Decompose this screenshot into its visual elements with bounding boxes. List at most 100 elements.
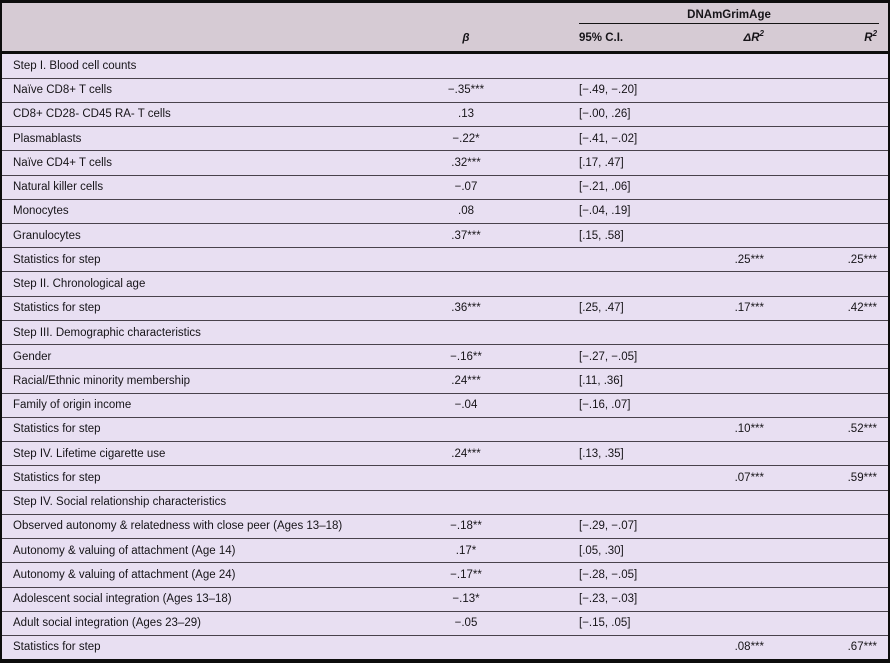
r2-value bbox=[772, 368, 889, 394]
ci-value: [−.00, .26] bbox=[532, 101, 682, 127]
ci-value: [−.29, −.07] bbox=[532, 513, 682, 539]
beta-value: .24*** bbox=[400, 441, 532, 466]
table-row: Adolescent social integration (Ages 13–1… bbox=[2, 586, 889, 612]
r2-value: .59*** bbox=[772, 465, 889, 491]
delta-r2-value bbox=[682, 174, 772, 200]
beta-value: −.04 bbox=[400, 392, 532, 418]
ci-column-header-cell: 95% C.I. bbox=[532, 26, 682, 54]
delta-r2-value bbox=[682, 52, 772, 79]
table-row: CD8+ CD28- CD45 RA- T cells .13 [−.00, .… bbox=[2, 101, 889, 127]
spanner-cell: DNAmGrimAge bbox=[532, 3, 889, 26]
ci-value bbox=[532, 634, 682, 659]
r2-value bbox=[772, 271, 889, 297]
r2-value bbox=[772, 562, 889, 588]
table-body: Step I. Blood cell counts Naïve CD8+ T c… bbox=[2, 52, 889, 659]
spanner-heading: DNAmGrimAge bbox=[579, 5, 880, 24]
beta-value: .24*** bbox=[400, 368, 532, 394]
ci-column-header: 95% C.I. bbox=[579, 32, 624, 45]
section-header-row: Step IV. Lifetime cigarette use .24*** [… bbox=[2, 441, 889, 466]
ci-value: [−.23, −.03] bbox=[532, 586, 682, 612]
row-label: Statistics for step bbox=[2, 634, 400, 659]
delta-r2-value bbox=[682, 441, 772, 466]
r2-value bbox=[772, 222, 889, 248]
beta-value: .37*** bbox=[400, 222, 532, 248]
delta-r2-value: .17*** bbox=[682, 295, 772, 321]
delta-r2-value bbox=[682, 538, 772, 563]
table-row: Observed autonomy & relatedness with clo… bbox=[2, 513, 889, 539]
spanner-spacer-cell bbox=[400, 3, 532, 26]
row-label: Step II. Chronological age bbox=[2, 271, 400, 297]
ci-value: [−.16, .07] bbox=[532, 392, 682, 418]
r2-value bbox=[772, 610, 889, 636]
table-row: Statistics for step .25*** .25*** bbox=[2, 247, 889, 272]
regression-table: DNAmGrimAge β 95% C.I. ΔR2 R2 bbox=[2, 3, 889, 659]
row-label: Statistics for step bbox=[2, 295, 400, 321]
table-row: Naïve CD8+ T cells −.35*** [−.49, −.20] bbox=[2, 77, 889, 103]
section-header-row: Step II. Chronological age bbox=[2, 271, 889, 297]
ci-value bbox=[532, 247, 682, 272]
table-row: Statistics for step .07*** .59*** bbox=[2, 465, 889, 491]
delta-r2-value bbox=[682, 562, 772, 588]
r2-value: .67*** bbox=[772, 634, 889, 659]
delta-r2-column-header-cell: ΔR2 bbox=[682, 26, 772, 54]
r2-value bbox=[772, 126, 889, 151]
beta-column-header: β bbox=[462, 32, 470, 45]
delta-r2-value: .08*** bbox=[682, 634, 772, 659]
r2-superscript: 2 bbox=[872, 29, 878, 39]
table-row: Gender −.16** [−.27, −.05] bbox=[2, 344, 889, 369]
section-header-row: Step III. Demographic characteristics bbox=[2, 319, 889, 345]
table-row: Natural killer cells −.07 [−.21, .06] bbox=[2, 174, 889, 200]
beta-value: −.05 bbox=[400, 610, 532, 636]
ci-value: [−.27, −.05] bbox=[532, 344, 682, 369]
beta-value: .13 bbox=[400, 101, 532, 127]
section-header-row: Step I. Blood cell counts bbox=[2, 52, 889, 79]
label-column-header bbox=[2, 26, 400, 54]
ci-value: [.13, .35] bbox=[532, 441, 682, 466]
delta-r2-value bbox=[682, 586, 772, 612]
delta-r2-value bbox=[682, 126, 772, 151]
ci-value bbox=[532, 416, 682, 442]
ci-value: [−.04, .19] bbox=[532, 198, 682, 224]
beta-value bbox=[400, 489, 532, 515]
beta-value bbox=[400, 52, 532, 79]
r2-column-header: R2 bbox=[864, 29, 878, 45]
r2-value bbox=[772, 538, 889, 563]
ci-value bbox=[532, 465, 682, 491]
ci-value bbox=[532, 319, 682, 345]
ci-value: [.25, .47] bbox=[532, 295, 682, 321]
r2-value bbox=[772, 77, 889, 103]
spanner-heading-label: DNAmGrimAge bbox=[687, 9, 771, 21]
r2-value bbox=[772, 392, 889, 418]
r2-value: .25*** bbox=[772, 247, 889, 272]
delta-r2-value bbox=[682, 392, 772, 418]
column-header-row: β 95% C.I. ΔR2 R2 bbox=[2, 26, 889, 54]
r2-value bbox=[772, 441, 889, 466]
row-label: Racial/Ethnic minority membership bbox=[2, 368, 400, 394]
row-label: CD8+ CD28- CD45 RA- T cells bbox=[2, 101, 400, 127]
r2-value: .42*** bbox=[772, 295, 889, 321]
row-label: Adolescent social integration (Ages 13–1… bbox=[2, 586, 400, 612]
r2-value bbox=[772, 174, 889, 200]
row-label: Adult social integration (Ages 23–29) bbox=[2, 610, 400, 636]
r2-value bbox=[772, 198, 889, 224]
beta-value: .17* bbox=[400, 538, 532, 563]
table-header: DNAmGrimAge β 95% C.I. ΔR2 R2 bbox=[2, 3, 889, 54]
beta-value: −.17** bbox=[400, 562, 532, 588]
delta-r2-value bbox=[682, 368, 772, 394]
row-label: Autonomy & valuing of attachment (Age 14… bbox=[2, 538, 400, 563]
beta-value: −.07 bbox=[400, 174, 532, 200]
beta-value: −.13* bbox=[400, 586, 532, 612]
beta-value bbox=[400, 247, 532, 272]
spanner-spacer-cell bbox=[2, 3, 400, 26]
beta-value: −.22* bbox=[400, 126, 532, 151]
row-label: Observed autonomy & relatedness with clo… bbox=[2, 513, 400, 539]
beta-value: .36*** bbox=[400, 295, 532, 321]
r2-value bbox=[772, 52, 889, 79]
delta-r2-value bbox=[682, 101, 772, 127]
ci-value: [−.41, −.02] bbox=[532, 126, 682, 151]
row-label: Autonomy & valuing of attachment (Age 24… bbox=[2, 562, 400, 588]
ci-value bbox=[532, 271, 682, 297]
ci-value: [.05, .30] bbox=[532, 538, 682, 563]
row-label: Step I. Blood cell counts bbox=[2, 52, 400, 79]
